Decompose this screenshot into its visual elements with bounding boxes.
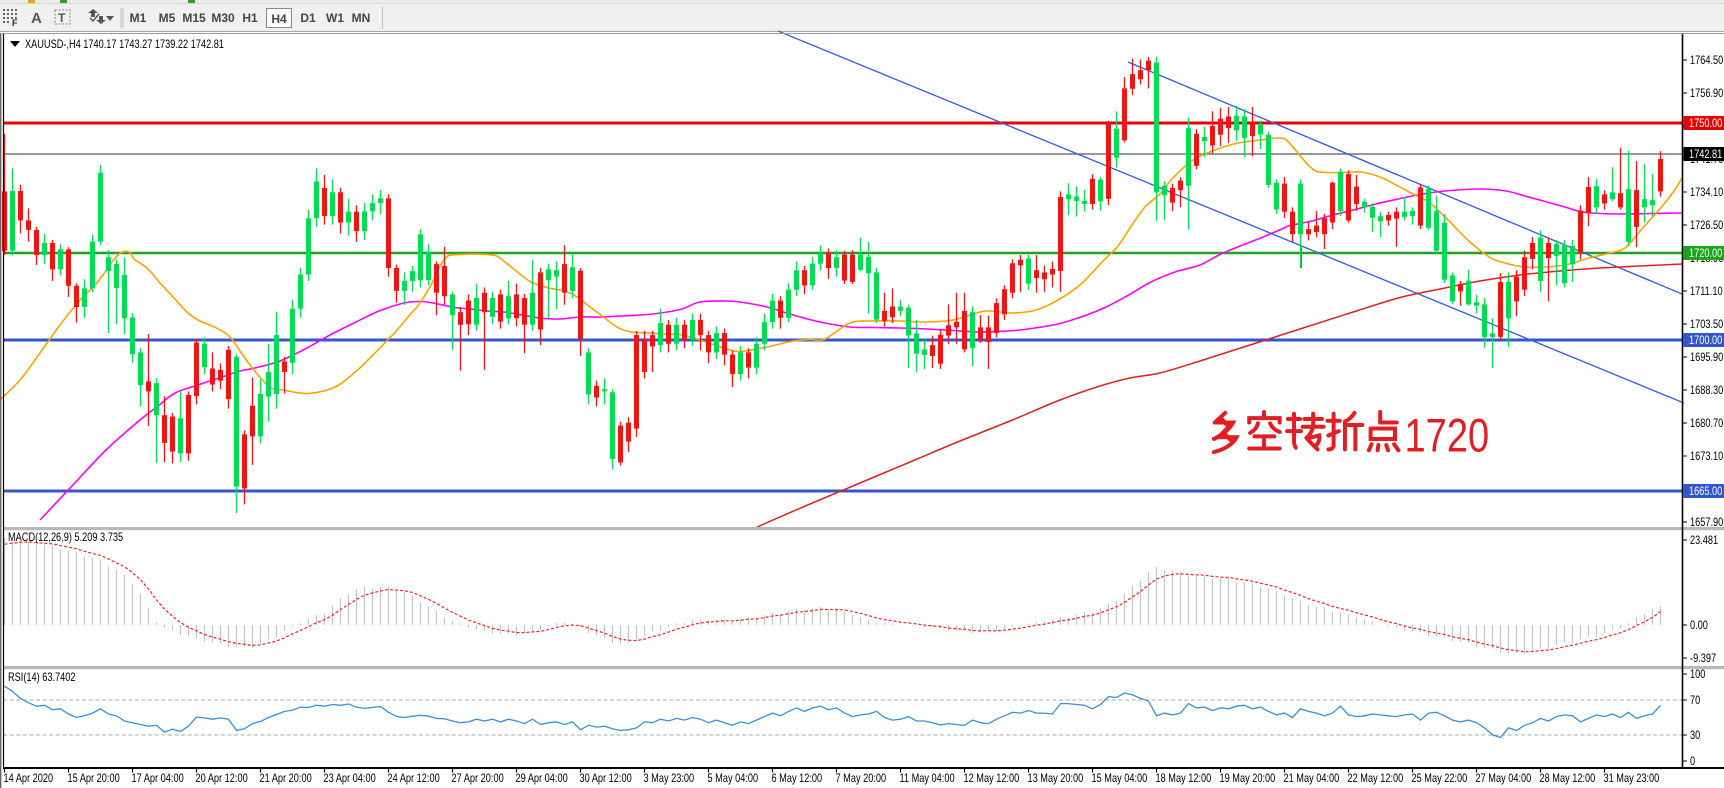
svg-text:1703.50: 1703.50 [1690, 318, 1723, 331]
svg-text:MACD(12,26,9) 5.209 3.735: MACD(12,26,9) 5.209 3.735 [8, 531, 123, 544]
svg-text:22 May 12:00: 22 May 12:00 [1348, 772, 1404, 785]
svg-text:27 May 04:00: 27 May 04:00 [1476, 772, 1532, 785]
svg-text:1711.10: 1711.10 [1690, 285, 1723, 298]
svg-text:19 May 20:00: 19 May 20:00 [1220, 772, 1276, 785]
svg-text:17 Apr 04:00: 17 Apr 04:00 [132, 772, 184, 785]
svg-text:28 May 12:00: 28 May 12:00 [1540, 772, 1596, 785]
svg-text:23.481: 23.481 [1690, 534, 1718, 547]
svg-text:18 May 12:00: 18 May 12:00 [1156, 772, 1212, 785]
svg-text:23 Apr 04:00: 23 Apr 04:00 [324, 772, 376, 785]
svg-text:3 May 23:00: 3 May 23:00 [644, 772, 695, 785]
svg-text:1750.00: 1750.00 [1689, 117, 1722, 130]
svg-text:21 Apr 20:00: 21 Apr 20:00 [260, 772, 312, 785]
svg-text:30: 30 [1690, 729, 1700, 742]
svg-text:-9.397: -9.397 [1690, 652, 1716, 665]
svg-text:1700.00: 1700.00 [1689, 334, 1722, 347]
svg-text:21 May 04:00: 21 May 04:00 [1284, 772, 1340, 785]
svg-text:1688.30: 1688.30 [1690, 384, 1723, 397]
svg-text:15 Apr 20:00: 15 Apr 20:00 [68, 772, 120, 785]
svg-text:24 Apr 12:00: 24 Apr 12:00 [388, 772, 440, 785]
svg-text:0: 0 [1690, 755, 1695, 768]
svg-text:14 Apr 2020: 14 Apr 2020 [4, 772, 54, 785]
svg-text:12 May 12:00: 12 May 12:00 [964, 772, 1020, 785]
svg-text:15 May 04:00: 15 May 04:00 [1092, 772, 1148, 785]
svg-text:1720: 1720 [1405, 410, 1490, 463]
svg-text:25 May 22:00: 25 May 22:00 [1412, 772, 1468, 785]
svg-text:1665.00: 1665.00 [1689, 485, 1722, 498]
svg-text:1726.50: 1726.50 [1690, 219, 1723, 232]
svg-text:1756.90: 1756.90 [1690, 87, 1723, 100]
svg-text:1673.10: 1673.10 [1690, 450, 1723, 463]
svg-text:30 Apr 12:00: 30 Apr 12:00 [580, 772, 632, 785]
svg-text:70: 70 [1690, 694, 1700, 707]
svg-text:5 May 04:00: 5 May 04:00 [708, 772, 759, 785]
svg-text:13 May 20:00: 13 May 20:00 [1028, 772, 1084, 785]
svg-text:1764.50: 1764.50 [1690, 54, 1723, 67]
svg-text:T: T [58, 11, 66, 25]
svg-text:27 Apr 20:00: 27 Apr 20:00 [452, 772, 504, 785]
svg-text:31 May 23:00: 31 May 23:00 [1604, 772, 1660, 785]
svg-text:20 Apr 12:00: 20 Apr 12:00 [196, 772, 248, 785]
svg-text:A: A [31, 10, 42, 27]
svg-text:RSI(14) 63.7402: RSI(14) 63.7402 [8, 671, 76, 684]
svg-text:1695.90: 1695.90 [1690, 351, 1723, 364]
svg-text:1657.90: 1657.90 [1690, 516, 1723, 529]
svg-text:29 Apr 04:00: 29 Apr 04:00 [516, 772, 568, 785]
svg-text:0.00: 0.00 [1690, 619, 1708, 632]
svg-text:100: 100 [1690, 668, 1705, 681]
svg-text:1720.00: 1720.00 [1689, 247, 1722, 260]
svg-text:1734.10: 1734.10 [1690, 186, 1723, 199]
svg-text:1680.70: 1680.70 [1690, 417, 1723, 430]
svg-text:F: F [12, 18, 18, 28]
svg-text:XAUUSD-,H4 1740.17 1743.27 17: XAUUSD-,H4 1740.17 1743.27 1739.22 1742.… [25, 38, 224, 51]
svg-text:7 May 20:00: 7 May 20:00 [836, 772, 887, 785]
svg-text:11 May 04:00: 11 May 04:00 [900, 772, 955, 785]
svg-text:1742.81: 1742.81 [1689, 148, 1722, 161]
svg-text:6 May 12:00: 6 May 12:00 [772, 772, 823, 785]
